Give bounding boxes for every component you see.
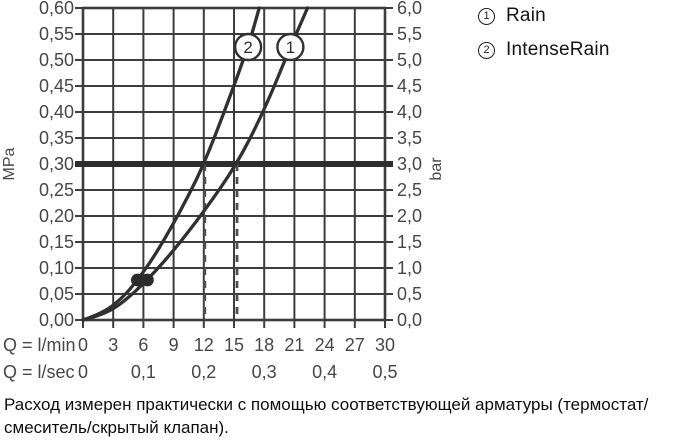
svg-text:30: 30 [375,335,395,355]
x-axis-lmin-labels: Q = l/min 0 3 6 9 12 15 18 21 24 27 30 [3,335,395,355]
svg-text:2,0: 2,0 [397,206,422,226]
svg-text:0,0: 0,0 [397,310,422,330]
svg-text:0: 0 [78,335,88,355]
svg-text:4,5: 4,5 [397,76,422,96]
legend-marker-1-icon: 1 [478,7,495,25]
y-axis-right-title: bar [428,157,445,181]
legend-label-intenserain: IntenseRain [506,39,610,60]
curve-rain [81,6,310,322]
svg-text:6: 6 [138,335,148,355]
svg-text:Q = l/sec: Q = l/sec [3,362,75,382]
svg-text:0,50: 0,50 [39,50,74,70]
curve-label-2: 2 [233,32,263,62]
svg-text:6,0: 6,0 [397,0,422,18]
flow-pressure-chart: 120,000,050,100,150,200,250,300,350,400,… [1,0,445,382]
svg-text:0,05: 0,05 [39,284,74,304]
svg-text:0,35: 0,35 [39,128,74,148]
svg-text:2: 2 [243,38,252,57]
svg-text:3,0: 3,0 [397,154,422,174]
svg-text:0,55: 0,55 [39,24,74,44]
svg-text:0,30: 0,30 [39,154,74,174]
svg-text:0,45: 0,45 [39,76,74,96]
svg-text:3: 3 [108,335,118,355]
svg-text:0,4: 0,4 [312,362,337,382]
y-axis-left-title: MPa [1,147,18,180]
measure-dot-intenserain [131,273,144,287]
legend-label-rain: Rain [506,5,546,26]
svg-text:2,5: 2,5 [397,180,422,200]
svg-text:0,3: 0,3 [252,362,277,382]
svg-text:15: 15 [224,335,244,355]
svg-text:0,40: 0,40 [39,102,74,122]
svg-text:0,10: 0,10 [39,258,74,278]
curve-label-1: 1 [276,32,305,62]
svg-text:5,5: 5,5 [397,24,422,44]
svg-text:4,0: 4,0 [397,102,422,122]
curve-intenserain [81,6,261,322]
x-axis-lsec-labels: Q = l/sec 0 0,1 0,2 0,3 0,4 0,5 [3,362,398,382]
svg-text:27: 27 [345,335,365,355]
svg-text:0,2: 0,2 [191,362,216,382]
y-axis-left-labels: 0,00 0,05 0,10 0,15 0,20 0,25 0,30 0,35 0,40 0,45… [39,0,74,330]
svg-text:0,1: 0,1 [131,362,156,382]
svg-text:9: 9 [169,335,179,355]
caption-text: Расход измерен практически с помощью соо… [4,395,649,437]
svg-text:1,5: 1,5 [397,232,422,252]
svg-text:3,5: 3,5 [397,128,422,148]
svg-text:0,5: 0,5 [397,284,422,304]
svg-text:21: 21 [284,335,304,355]
legend-marker-2-icon: 2 [478,41,495,59]
dashed-guides [203,164,239,320]
svg-text:0,25: 0,25 [39,180,74,200]
chart-legend: 1 Rain 2 IntenseRain [478,5,610,61]
legend-item-intenserain: 2 IntenseRain [478,39,610,61]
measure-dots [131,273,154,287]
svg-text:24: 24 [315,335,335,355]
svg-text:0: 0 [78,362,88,382]
svg-text:0,5: 0,5 [372,362,397,382]
svg-text:Q = l/min: Q = l/min [3,335,76,355]
svg-text:0,00: 0,00 [39,310,74,330]
svg-text:12: 12 [194,335,214,355]
svg-text:18: 18 [254,335,274,355]
y-axis-right-labels: 0,0 0,5 1,0 1,5 2,0 2,5 3,0 3,5 4,0 4,5 5,0 5,5 6,0 [397,0,422,330]
measure-dot-rain [141,273,154,287]
legend-item-rain: 1 Rain [478,5,610,27]
svg-text:5,0: 5,0 [397,50,422,70]
svg-text:0,20: 0,20 [39,206,74,226]
svg-text:0,60: 0,60 [39,0,74,18]
svg-text:1: 1 [286,38,295,57]
svg-text:0,15: 0,15 [39,232,74,252]
svg-text:1,0: 1,0 [397,258,422,278]
